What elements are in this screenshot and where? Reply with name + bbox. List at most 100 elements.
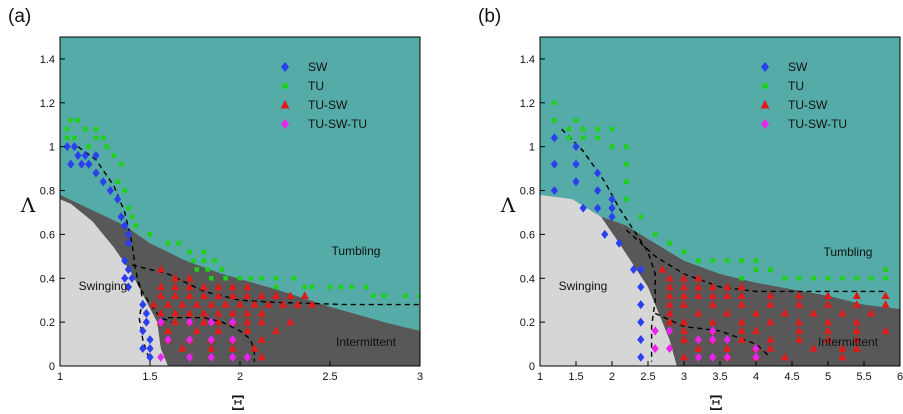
data-point-tu-sw-tu [651, 326, 659, 336]
data-point-tu [580, 135, 586, 141]
data-point-tu [363, 284, 369, 290]
data-point-tu-sw [185, 273, 194, 282]
data-point-sw [594, 168, 602, 178]
data-point-tu-sw [199, 282, 209, 291]
data-point-tu [302, 284, 308, 290]
data-point-tu-sw [766, 300, 775, 308]
data-point-tu-sw [665, 291, 674, 299]
data-point-sw [550, 186, 558, 196]
panel-b-x-axis-label: Ξ [709, 391, 723, 414]
data-point-tu-sw [228, 291, 237, 299]
data-point-tu-sw [679, 335, 689, 343]
data-point-tu-sw [852, 343, 861, 352]
x-tick-label: 1.5 [568, 371, 583, 383]
data-point-tu-sw [185, 291, 194, 299]
data-point-tu [624, 197, 629, 202]
data-point-sw [608, 194, 616, 204]
data-point-tu-sw [694, 343, 703, 352]
data-point-tu [165, 240, 171, 246]
data-point-tu-sw [665, 282, 674, 291]
legend-marker-tu-sw [280, 100, 290, 109]
data-point-tu [72, 135, 77, 141]
data-point-tu-sw-tu [666, 326, 674, 336]
data-point-tu [223, 276, 228, 281]
data-point-sw [85, 159, 93, 169]
swinging-region [60, 199, 168, 366]
data-point-tu [115, 179, 120, 185]
data-point-tu-sw [852, 335, 861, 343]
x-tick-label: 1 [57, 371, 63, 383]
data-point-tu [201, 258, 207, 263]
data-point-tu [309, 284, 315, 290]
data-point-tu [566, 126, 572, 132]
data-point-tu [652, 232, 658, 237]
data-point-tu [291, 276, 297, 281]
data-point-tu-sw [257, 291, 266, 299]
data-point-tu-sw-tu [207, 352, 215, 362]
data-point-sw [117, 212, 125, 222]
data-point-tu-sw [214, 291, 223, 299]
legend-label-tu: TU [788, 79, 804, 93]
y-tick-label: 0.2 [40, 317, 55, 329]
data-point-tu-sw [149, 300, 158, 308]
data-point-tu-sw [178, 300, 187, 308]
data-point-tu-sw [658, 264, 667, 273]
data-point-tu-sw [156, 264, 165, 273]
data-point-tu-sw [679, 326, 689, 335]
data-point-tu-sw [300, 291, 309, 299]
y-tick-label: 0.6 [40, 229, 55, 241]
data-point-tu [681, 249, 687, 255]
data-point-sw [146, 352, 154, 362]
data-point-tu-sw [171, 273, 180, 282]
data-point-tu [126, 205, 131, 211]
tumbling-region-upper [540, 37, 900, 309]
data-point-sw [637, 317, 645, 327]
data-point-tu-sw [243, 282, 252, 291]
panel-a-y-axis-label: Λ [20, 193, 36, 217]
data-point-tu-sw [235, 300, 245, 308]
data-point-tu-sw [679, 352, 689, 361]
data-point-sw [142, 308, 150, 318]
data-point-sw [124, 282, 132, 292]
data-point-tu-sw [737, 300, 746, 308]
data-point-tu [64, 126, 70, 132]
data-point-sw [74, 150, 82, 160]
legend-marker-sw [761, 62, 769, 72]
data-point-tu [667, 240, 672, 246]
data-point-tu [75, 118, 81, 123]
data-point-tu [68, 118, 74, 123]
data-point-sw [121, 221, 129, 231]
data-point-tu-sw [679, 291, 689, 299]
y-tick-label: 0 [529, 361, 535, 373]
data-point-tu-sw [171, 308, 180, 317]
data-point-tu-sw [809, 308, 818, 317]
data-point-tu-sw-tu [229, 317, 237, 327]
data-point-tu-sw-tu [694, 352, 702, 362]
data-point-tu [259, 276, 264, 281]
data-point-tu [825, 276, 831, 281]
data-point-sw [121, 273, 129, 283]
data-point-sw [615, 238, 623, 248]
data-point-tu [609, 144, 615, 149]
legend-marker-tu-sw-tu [281, 119, 289, 129]
data-point-tu [64, 135, 70, 141]
panel-a-x-axis-label: Ξ [231, 391, 245, 414]
data-point-tu-sw [192, 326, 201, 335]
y-tick-label: 1.4 [40, 54, 55, 66]
data-point-tu-sw [250, 300, 259, 308]
data-point-tu [82, 126, 88, 132]
data-point-tu-sw [199, 308, 209, 317]
data-point-tu-sw [171, 317, 180, 326]
y-tick-label: 1.2 [520, 98, 535, 110]
data-point-tu-sw [694, 308, 703, 317]
data-point-sw [637, 264, 645, 274]
legend-label-tu: TU [308, 79, 324, 93]
data-point-tu [100, 135, 106, 141]
data-point-tu-sw [852, 326, 861, 335]
data-point-tu [381, 293, 387, 299]
data-point-tu [624, 161, 629, 167]
data-point-tu [338, 284, 344, 290]
data-point-tu [201, 249, 207, 255]
data-point-tu-sw-tu [709, 335, 717, 345]
panel-b-y-axis-label: Λ [500, 193, 516, 217]
